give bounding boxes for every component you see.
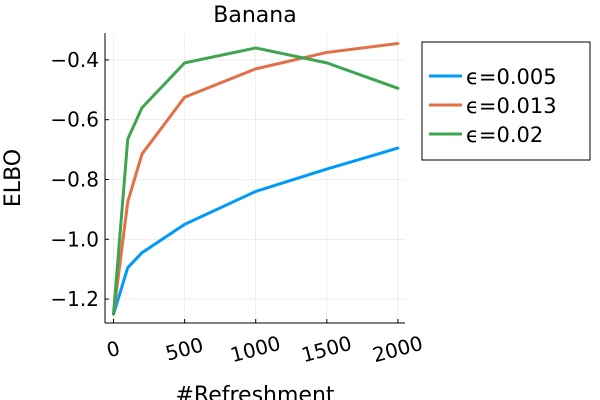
grid xyxy=(105,33,405,323)
chart-title: Banana xyxy=(213,3,296,28)
y-tick-label: −0.8 xyxy=(50,167,99,191)
legend: ϵ=0.005 ϵ=0.013 ϵ=0.02 xyxy=(421,41,591,161)
x-tick-label: 1000 xyxy=(228,331,283,367)
series-line-3 xyxy=(112,46,400,316)
series-lines xyxy=(112,41,400,316)
y-axis-label: ELBO xyxy=(1,149,26,207)
x-tick-label: 0 xyxy=(104,336,123,362)
legend-label: ϵ=0.02 xyxy=(466,123,543,147)
y-tick-label: −1.0 xyxy=(50,227,99,251)
y-tick-label: −0.6 xyxy=(50,108,99,132)
x-tick-label: 2000 xyxy=(370,331,425,367)
legend-box xyxy=(421,41,591,161)
x-ticks: 0 500 1000 1500 2000 xyxy=(104,319,425,367)
y-tick-label: −0.4 xyxy=(50,48,99,72)
x-axis-label: #Refreshment xyxy=(175,383,334,400)
y-ticks: −1.2 −1.0 −0.8 −0.6 −0.4 xyxy=(50,48,109,311)
series-line-1 xyxy=(112,146,400,316)
axes xyxy=(104,33,405,324)
legend-label: ϵ=0.013 xyxy=(466,94,557,118)
x-tick-label: 500 xyxy=(163,333,206,366)
y-tick-label: −1.2 xyxy=(50,287,99,311)
series-line-2 xyxy=(112,41,400,316)
legend-label: ϵ=0.005 xyxy=(466,65,557,89)
x-tick-label: 1500 xyxy=(299,331,354,367)
